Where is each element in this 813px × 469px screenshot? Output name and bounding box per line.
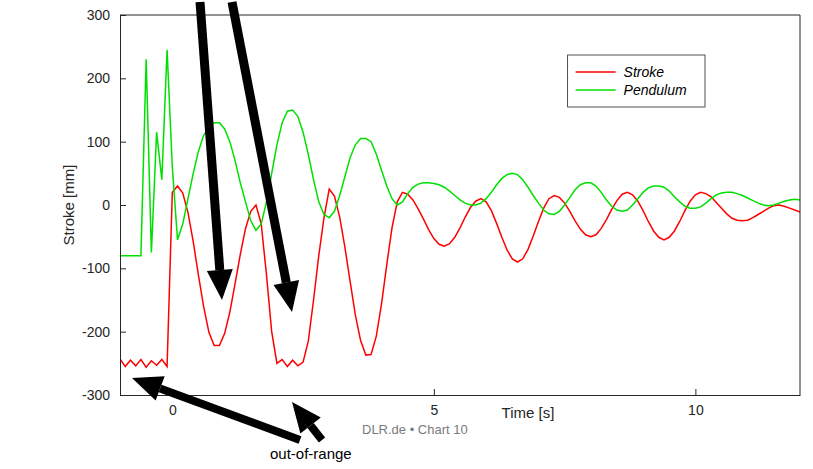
y-tick-label: -200 [82, 324, 110, 340]
x-tick-label: 10 [688, 402, 704, 418]
arrow-shaft [232, 2, 286, 283]
y-tick: 0 [102, 197, 126, 213]
x-tick: 10 [688, 389, 704, 418]
y-tick-label: 0 [102, 197, 110, 213]
annotation: out-of-range [270, 445, 352, 462]
arrow-head [132, 376, 165, 400]
arrow-head [207, 269, 233, 300]
plot-area [120, 50, 800, 367]
y-tick-label: -300 [82, 387, 110, 403]
y-tick-mark [120, 142, 126, 143]
y-tick-label: 100 [87, 134, 111, 150]
y-tick-mark [120, 78, 126, 79]
y-tick: 100 [87, 134, 126, 150]
arrow-head [292, 402, 321, 434]
legend-box [568, 55, 705, 107]
arrow-shaft [200, 2, 220, 270]
y-tick-mark [120, 205, 126, 206]
frame [120, 15, 800, 16]
y-tick-mark [120, 332, 126, 333]
y-tick: 300 [87, 7, 126, 23]
x-axis-title: Time [s] [502, 404, 555, 421]
arrow-head [274, 280, 300, 312]
y-tick: -100 [82, 260, 126, 276]
x-axis-line [121, 395, 801, 396]
y-axis-title: Stroke [mm] [60, 165, 77, 246]
y-tick-mark [120, 268, 126, 269]
frame [800, 15, 801, 395]
legend-label: Stroke [624, 64, 665, 80]
y-tick: -300 [82, 387, 126, 403]
x-tick-label: 0 [169, 402, 177, 418]
arrow-shaft [160, 388, 300, 440]
x-tick: 5 [430, 389, 438, 418]
legend-swatch [576, 89, 616, 91]
y-tick: 200 [87, 70, 126, 86]
footer: DLR.de • Chart 10 [362, 422, 468, 437]
arrow-shaft [311, 426, 322, 440]
series-line [120, 50, 800, 256]
legend: Stroke Pendulum [568, 55, 705, 107]
y-tick-label: -100 [82, 260, 110, 276]
y-tick: -200 [82, 324, 126, 340]
legend-label: Pendulum [624, 82, 687, 98]
arrows [132, 2, 322, 440]
series-line [120, 186, 800, 367]
y-axis: -300 -200 -100 0 100 200 300 [82, 7, 126, 403]
x-tick-mark [695, 389, 696, 395]
y-tick-mark [120, 15, 126, 16]
chart: 0 5 10 -300 -200 -100 0 100 200 300 Time [s] Stroke… [0, 0, 813, 469]
legend-swatch [576, 71, 616, 73]
plot-background [120, 15, 800, 395]
x-tick-mark [434, 389, 435, 395]
y-tick-label: 200 [87, 70, 111, 86]
y-tick-label: 300 [87, 7, 111, 23]
y-tick-mark [120, 395, 126, 396]
x-tick-label: 5 [430, 402, 438, 418]
